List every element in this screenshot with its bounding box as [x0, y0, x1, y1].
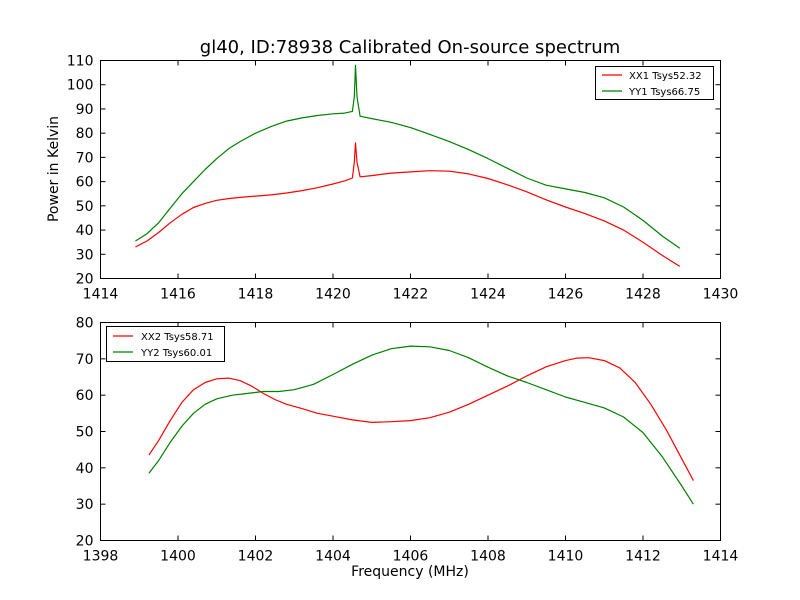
top-x-tick-label: 1430	[703, 287, 739, 303]
top-y-tick-label: 90	[76, 102, 94, 118]
bottom-ticks: 1398 1400 1402 1404 1406 1408 1410 1412 1414 20 30…	[76, 316, 739, 565]
top-series-line-1	[135, 142, 681, 267]
top-x-tick-label: 1416	[160, 287, 196, 303]
top-x-tick-label: 1428	[625, 287, 661, 303]
bottom-y-tick-label: 30	[76, 497, 94, 513]
top-y-tick-label: 70	[76, 150, 94, 166]
top-y-tick-label: 100	[67, 78, 94, 94]
top-x-tick-label: 1420	[315, 287, 351, 303]
top-y-tick-label: 110	[67, 54, 94, 70]
top-y-tick-label: 40	[76, 223, 94, 239]
top-ticks: 1414 1416 1418 1420 1422 1424 1426 1428 1430 20 30…	[67, 54, 739, 303]
bottom-x-tick-label: 1406	[393, 549, 429, 565]
bottom-y-tick-label: 80	[76, 316, 94, 332]
bottom-y-tick-label: 60	[76, 388, 94, 404]
top-x-tick-label: 1424	[470, 287, 506, 303]
bottom-x-tick-label: 1398	[83, 549, 119, 565]
top-y-tick-label: 60	[76, 175, 94, 191]
bottom-y-tick-label: 70	[76, 352, 94, 368]
bottom-x-tick-label: 1402	[238, 549, 274, 565]
bottom-x-tick-label: 1410	[548, 549, 584, 565]
bottom-x-tick-label: 1414	[703, 549, 739, 565]
top-x-tick-label: 1418	[238, 287, 274, 303]
bottom-series-line-2	[148, 345, 694, 505]
bottom-y-tick-label: 20	[76, 534, 94, 550]
top-y-axis-label: Power in Kelvin	[46, 116, 62, 222]
bottom-x-tick-label: 1400	[160, 549, 196, 565]
top-series-line-2	[135, 64, 681, 249]
chart-title: gl40, ID:78938 Calibrated On-source spec…	[200, 37, 620, 58]
bottom-y-tick-label: 50	[76, 425, 94, 441]
top-series-group	[135, 64, 681, 267]
top-x-tick-label: 1426	[548, 287, 584, 303]
top-y-tick-label: 30	[76, 247, 94, 263]
top-x-tick-label: 1414	[83, 287, 119, 303]
bottom-series-group	[148, 345, 694, 505]
top-legend-box	[595, 66, 714, 100]
bottom-legend-box	[106, 326, 225, 362]
top-legend-label-xx1: XX1 Tsys52.32	[629, 71, 702, 82]
top-legend-label-yy1: YY1 Tsys66.75	[628, 87, 700, 98]
bottom-x-tick-label: 1412	[625, 549, 661, 565]
top-legend: XX1 Tsys52.32 YY1 Tsys66.75	[595, 66, 714, 100]
top-panel: 1414 1416 1418 1420 1422 1424 1426 1428 1430 20 30…	[46, 54, 738, 303]
x-axis-label: Frequency (MHz)	[351, 564, 469, 580]
top-x-tick-label: 1422	[393, 287, 429, 303]
top-y-tick-label: 80	[76, 126, 94, 142]
bottom-series-line-1	[148, 357, 694, 481]
bottom-panel: 1398 1400 1402 1404 1406 1408 1410 1412 1414 20 30…	[76, 316, 739, 581]
bottom-x-tick-label: 1408	[470, 549, 506, 565]
bottom-legend-label-xx2: XX2 Tsys58.71	[141, 332, 214, 343]
top-y-tick-label: 20	[76, 272, 94, 288]
top-y-tick-label: 50	[76, 199, 94, 215]
bottom-x-tick-label: 1404	[315, 549, 351, 565]
bottom-y-tick-label: 40	[76, 461, 94, 477]
bottom-legend-label-yy2: YY2 Tsys60.01	[140, 348, 212, 359]
bottom-legend: XX2 Tsys58.71 YY2 Tsys60.01	[106, 326, 225, 362]
